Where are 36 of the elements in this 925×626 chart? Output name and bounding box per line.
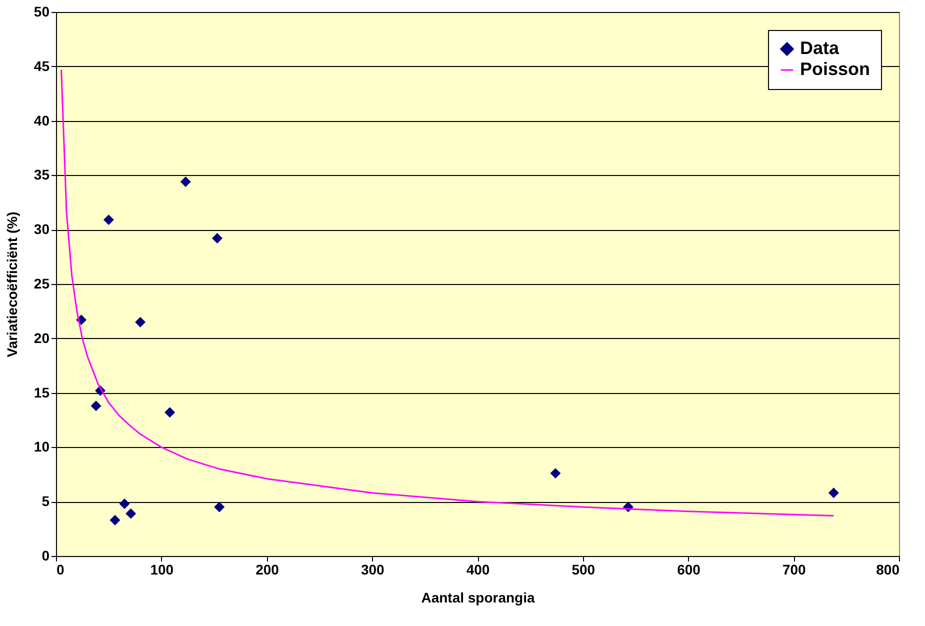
point [164, 407, 176, 418]
x-tick-label: 100 [150, 562, 174, 578]
y-tick-label: 30 [34, 221, 50, 238]
point [110, 514, 120, 526]
y-axis-title: Variatiecoëfficiënt (%) [4, 212, 20, 358]
point [828, 488, 839, 498]
point [180, 176, 191, 187]
point [119, 498, 130, 510]
x-tick-label: 700 [782, 562, 806, 578]
x-tick-label: 400 [466, 562, 490, 578]
point [126, 508, 136, 519]
point [214, 502, 225, 512]
y-tick-label: 15 [34, 384, 50, 400]
y-tick-label: 40 [34, 112, 50, 128]
y-tick-label: 45 [34, 58, 50, 74]
y-tick-label: 0 [42, 548, 50, 564]
x-axis-title: Aantal sporangia [421, 590, 535, 606]
point [103, 214, 114, 226]
y-tick-label: 25 [34, 276, 50, 292]
point [550, 468, 561, 479]
legend-label: Poisson [800, 59, 870, 79]
x-tick-label: 0 [56, 562, 64, 578]
point [212, 233, 222, 244]
y-tick-label: 5 [42, 493, 50, 510]
legend-label: Data [800, 38, 840, 58]
y-tick-label: 20 [34, 330, 50, 346]
y-tick-label: 50 [34, 4, 50, 20]
y-tick-label: 10 [34, 438, 50, 455]
point [90, 400, 102, 412]
x-tick-label: 500 [572, 562, 596, 578]
point [135, 316, 146, 328]
x-tick-label: 600 [677, 562, 701, 578]
y-tick-label: 35 [34, 166, 50, 183]
x-tick-label: 200 [256, 562, 280, 578]
x-tick-label: 300 [360, 562, 385, 578]
x-tick-label: 800 [876, 562, 900, 578]
